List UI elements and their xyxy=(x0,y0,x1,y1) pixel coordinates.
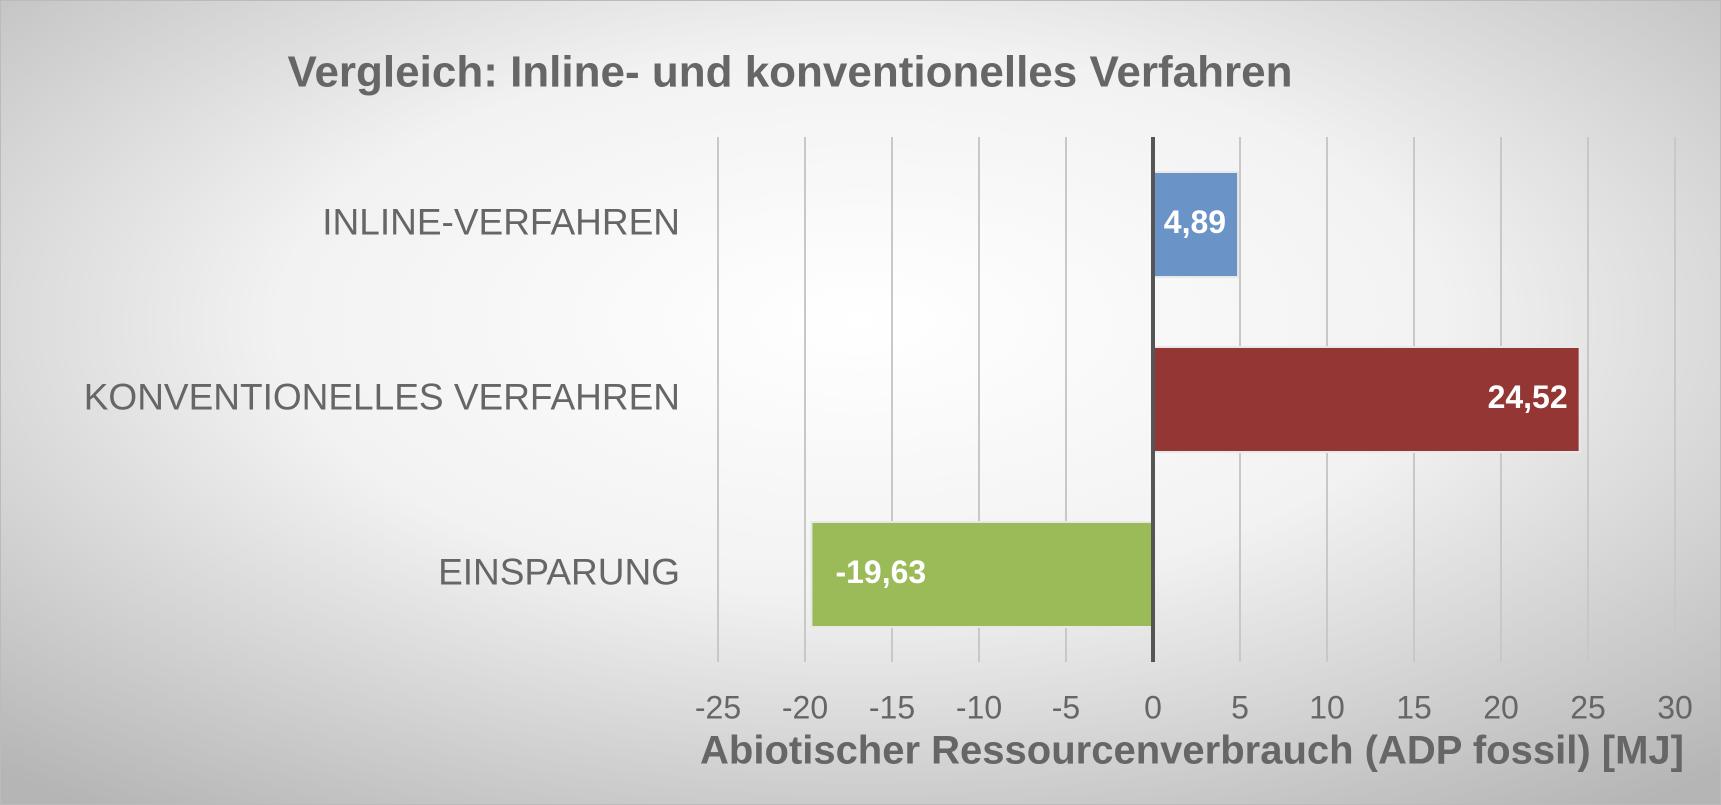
data-label: 4,89 xyxy=(1164,204,1226,240)
y-tick-label: EINSPARUNG xyxy=(438,551,680,592)
x-tick-label: 30 xyxy=(1657,689,1693,725)
x-tick-label: -25 xyxy=(695,689,741,725)
x-tick-label: 10 xyxy=(1309,689,1345,725)
x-tick-label: -20 xyxy=(782,689,828,725)
chart-title: Vergleich: Inline- und konventionelles V… xyxy=(288,48,1293,97)
x-tick-label: 25 xyxy=(1570,689,1606,725)
bar xyxy=(1152,346,1581,453)
x-tick-label: -15 xyxy=(869,689,915,725)
x-axis-title: Abiotischer Ressourcenverbrauch (ADP fos… xyxy=(700,729,1684,773)
data-label: 24,52 xyxy=(1488,379,1568,415)
y-tick-label: KONVENTIONELLES VERFAHREN xyxy=(84,376,680,417)
y-tick-label: INLINE-VERFAHREN xyxy=(322,201,680,242)
bar xyxy=(810,521,1154,628)
x-tick-label: 5 xyxy=(1231,689,1249,725)
x-tick-label: 20 xyxy=(1483,689,1519,725)
x-tick-label: 15 xyxy=(1396,689,1432,725)
x-tick-label: -10 xyxy=(956,689,1002,725)
x-tick-label: 0 xyxy=(1144,689,1162,725)
data-label: -19,63 xyxy=(835,554,926,590)
x-tick-label: -5 xyxy=(1052,689,1080,725)
